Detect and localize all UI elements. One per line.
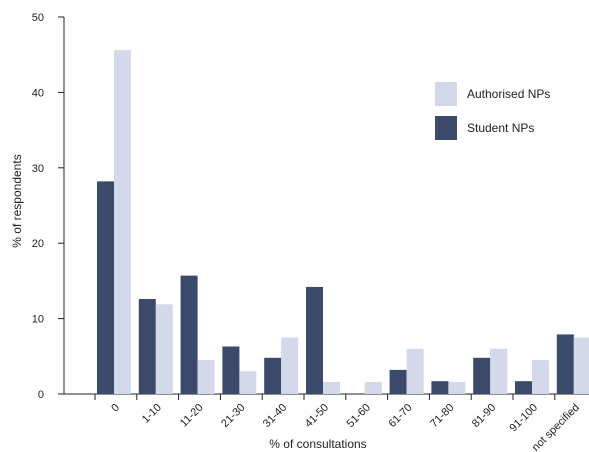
bar-authorised-10 [532, 360, 549, 394]
y-axis: 0 10 20 30 40 50 [32, 12, 64, 401]
x-tick-label: 81-90 [470, 402, 498, 430]
legend-swatch [435, 116, 457, 140]
bar-authorised-8 [448, 382, 465, 394]
bar-student-9 [473, 358, 490, 394]
bar-student-4 [264, 358, 281, 394]
legend-label: Authorised NPs [467, 87, 550, 101]
bar-student-3 [222, 346, 239, 394]
bar-student-10 [515, 381, 532, 394]
bar-student-7 [390, 370, 407, 394]
x-tick-label: 0 [109, 402, 122, 415]
x-axis [64, 394, 589, 400]
x-tick-label: 41-50 [303, 402, 331, 430]
legend-label: Student NPs [467, 121, 534, 135]
x-tick-label: 1-10 [140, 402, 164, 426]
y-tick-label: 40 [32, 87, 44, 99]
bar-authorised-9 [490, 349, 507, 394]
y-tick-label: 50 [32, 12, 44, 24]
x-tick-label: 21-30 [219, 402, 247, 430]
x-tick-label: 91-100 [507, 402, 540, 435]
bar-authorised-11 [574, 337, 589, 394]
bars [97, 50, 589, 394]
y-axis-title: % of respondents [10, 154, 24, 247]
bar-student-2 [181, 276, 198, 394]
bar-authorised-7 [407, 349, 424, 394]
x-tick-label: 51-60 [345, 402, 373, 430]
x-tick-label: 31-40 [261, 402, 289, 430]
bar-student-11 [557, 334, 574, 394]
bar-student-1 [139, 299, 156, 394]
y-tick-label: 30 [32, 163, 44, 175]
x-tick-label: 71-80 [428, 402, 456, 430]
bar-authorised-6 [365, 382, 382, 394]
bar-authorised-0 [114, 50, 131, 394]
bar-student-8 [431, 381, 448, 394]
bar-authorised-2 [198, 360, 215, 394]
bar-authorised-3 [239, 371, 256, 394]
bar-student-5 [306, 287, 323, 394]
y-tick-label: 10 [32, 314, 44, 326]
bar-authorised-4 [281, 337, 298, 394]
legend: Authorised NPs Student NPs [435, 82, 550, 140]
bar-student-0 [97, 181, 114, 394]
bar-authorised-1 [156, 304, 173, 394]
x-axis-title: % of consultations [269, 437, 366, 451]
x-tick-label: 61-70 [386, 402, 414, 430]
y-tick-label: 0 [38, 389, 44, 401]
x-tick-label: 11-20 [178, 402, 206, 430]
legend-swatch [435, 82, 457, 106]
bar-authorised-5 [323, 382, 340, 394]
y-tick-label: 20 [32, 238, 44, 250]
